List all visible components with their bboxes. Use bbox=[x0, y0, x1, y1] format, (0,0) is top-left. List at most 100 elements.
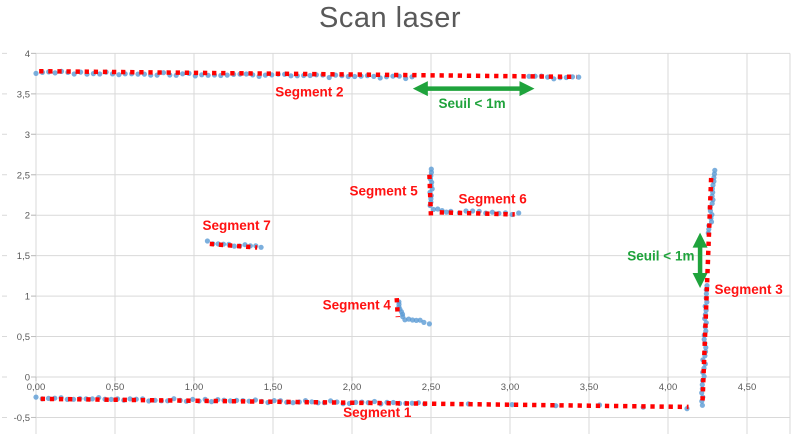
fit-line bbox=[40, 396, 689, 410]
arrow-head-left-icon bbox=[412, 81, 428, 97]
segment-label: Segment 2 bbox=[275, 85, 343, 100]
scatter-point bbox=[224, 72, 230, 78]
scatter-point bbox=[509, 402, 515, 408]
scatter-point bbox=[171, 396, 177, 402]
scatter-point bbox=[116, 72, 122, 78]
y-tick-label-bg bbox=[7, 47, 31, 60]
scatter-point bbox=[443, 209, 449, 215]
fit-line bbox=[209, 241, 258, 250]
segment-label: Segment 5 bbox=[349, 183, 418, 198]
scatter-point bbox=[526, 73, 532, 79]
scatter-point bbox=[52, 70, 58, 76]
scatter-point bbox=[89, 396, 95, 402]
fit-line bbox=[39, 68, 577, 80]
segment-label: Segment 1 bbox=[343, 405, 412, 420]
arrow-head-down-icon bbox=[692, 273, 708, 289]
y-tick-label: 0,5 bbox=[17, 332, 30, 343]
scatter-point bbox=[204, 238, 210, 244]
scatter-point bbox=[180, 71, 186, 77]
scatter-point bbox=[704, 283, 710, 289]
fit-line bbox=[439, 210, 515, 217]
fit-line bbox=[427, 174, 434, 218]
x-tick-label: 0,00 bbox=[27, 382, 46, 393]
y-tick-label: -0,5 bbox=[14, 413, 30, 424]
y-tick-label-bg bbox=[7, 87, 31, 100]
scatter-point bbox=[699, 390, 705, 396]
fit-line bbox=[700, 177, 714, 404]
scatter-point bbox=[489, 209, 495, 215]
y-tick-label-bg bbox=[7, 249, 31, 262]
scatter-point bbox=[708, 219, 715, 225]
y-tick-label-bg bbox=[7, 128, 31, 141]
scatter-point bbox=[516, 210, 522, 216]
scatter-point bbox=[421, 319, 427, 325]
segment-label: Segment 6 bbox=[458, 192, 527, 207]
y-tick-label-bg bbox=[7, 209, 31, 222]
x-tick-label: 4,00 bbox=[659, 382, 678, 393]
scatter-point bbox=[307, 72, 313, 79]
y-tick-label: 2 bbox=[25, 211, 30, 222]
scatter-point bbox=[413, 317, 419, 323]
scatter-point bbox=[71, 71, 77, 77]
x-tick-label: 0,50 bbox=[106, 382, 125, 393]
scatter-point bbox=[33, 70, 39, 76]
scatter-point bbox=[701, 373, 707, 379]
y-tick-label: 3,5 bbox=[17, 89, 30, 100]
threshold-label: Seuil < 1m bbox=[627, 248, 694, 263]
scatter-point bbox=[33, 394, 39, 400]
scatter-point bbox=[231, 243, 237, 249]
y-tick-label: 0 bbox=[25, 373, 30, 384]
scatter-point bbox=[290, 400, 296, 406]
arrow-head-up-icon bbox=[692, 232, 708, 248]
scatter-point bbox=[435, 206, 441, 212]
chart-title: Scan laser bbox=[318, 2, 461, 34]
y-tick-label: 4 bbox=[25, 49, 30, 60]
y-tick-label-bg bbox=[7, 371, 31, 383]
x-tick-label: 1,50 bbox=[264, 382, 283, 393]
scatter-point bbox=[409, 400, 415, 406]
scatter-point bbox=[328, 398, 334, 404]
y-tick-label-bg bbox=[7, 168, 31, 181]
threshold-label: Seuil < 1m bbox=[438, 96, 505, 111]
scatter-point bbox=[426, 321, 432, 327]
scatter-point bbox=[108, 396, 114, 402]
scatter-point bbox=[576, 74, 582, 80]
scatter-point bbox=[371, 73, 377, 79]
x-tick-label: 3,00 bbox=[501, 382, 520, 393]
scatter-point bbox=[701, 336, 707, 342]
segment-label: Segment 3 bbox=[714, 282, 783, 297]
scatter-point bbox=[208, 399, 215, 405]
segment-label: Segment 4 bbox=[323, 297, 392, 312]
y-tick-label-bg bbox=[7, 411, 31, 424]
x-tick-label: 1,00 bbox=[185, 382, 204, 393]
y-tick-label-bg bbox=[7, 330, 31, 343]
y-tick-label: 1 bbox=[25, 292, 30, 303]
x-tick-label: 2,00 bbox=[343, 382, 362, 393]
y-tick-label: 2,5 bbox=[17, 170, 30, 181]
scatter-point bbox=[390, 399, 396, 406]
scatter-point bbox=[190, 396, 196, 402]
scatter-point bbox=[160, 70, 167, 76]
x-tick-label: 3,50 bbox=[580, 382, 599, 393]
segment-label: Segment 7 bbox=[203, 218, 271, 233]
scatter-point bbox=[271, 398, 277, 404]
scatter-point bbox=[703, 291, 710, 297]
scatter-point bbox=[409, 317, 416, 323]
scatter-point bbox=[227, 398, 233, 404]
scatter-point bbox=[127, 396, 133, 402]
scatter-point bbox=[699, 382, 705, 388]
scatter-point bbox=[97, 71, 103, 77]
x-tick-label: 2,50 bbox=[422, 382, 441, 393]
scatter-point bbox=[417, 317, 423, 323]
scatter-point bbox=[703, 344, 709, 351]
scatter-point bbox=[703, 328, 709, 334]
scatter-point bbox=[243, 71, 249, 77]
scatter-point bbox=[371, 398, 378, 405]
y-tick-label: 1,5 bbox=[17, 251, 30, 262]
y-tick-label: 3 bbox=[25, 130, 30, 141]
x-tick-label: 4,50 bbox=[738, 382, 757, 393]
scatter-point bbox=[258, 244, 264, 250]
y-tick-label-bg bbox=[7, 290, 31, 303]
